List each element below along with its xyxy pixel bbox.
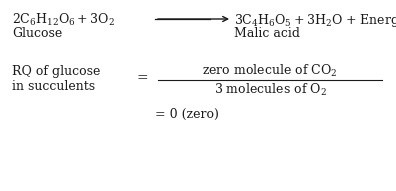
Text: in succulents: in succulents bbox=[12, 80, 95, 93]
Text: Glucose: Glucose bbox=[12, 27, 62, 40]
Text: $\mathregular{3C_4H_6O_5 + 3H_2O}$ + Energy: $\mathregular{3C_4H_6O_5 + 3H_2O}$ + Ene… bbox=[234, 12, 396, 29]
Text: =: = bbox=[136, 71, 148, 85]
Text: = 0 (zero): = 0 (zero) bbox=[155, 108, 219, 121]
Text: $\mathregular{2C_6H_{12}O_6 + 3O_2}$: $\mathregular{2C_6H_{12}O_6 + 3O_2}$ bbox=[12, 12, 115, 28]
Text: RQ of glucose: RQ of glucose bbox=[12, 65, 100, 78]
Text: Malic acid: Malic acid bbox=[234, 27, 300, 40]
Text: 3 molecules of $\mathregular{O_2}$: 3 molecules of $\mathregular{O_2}$ bbox=[213, 82, 326, 98]
Text: zero molecule of $\mathregular{CO_2}$: zero molecule of $\mathregular{CO_2}$ bbox=[202, 63, 338, 79]
